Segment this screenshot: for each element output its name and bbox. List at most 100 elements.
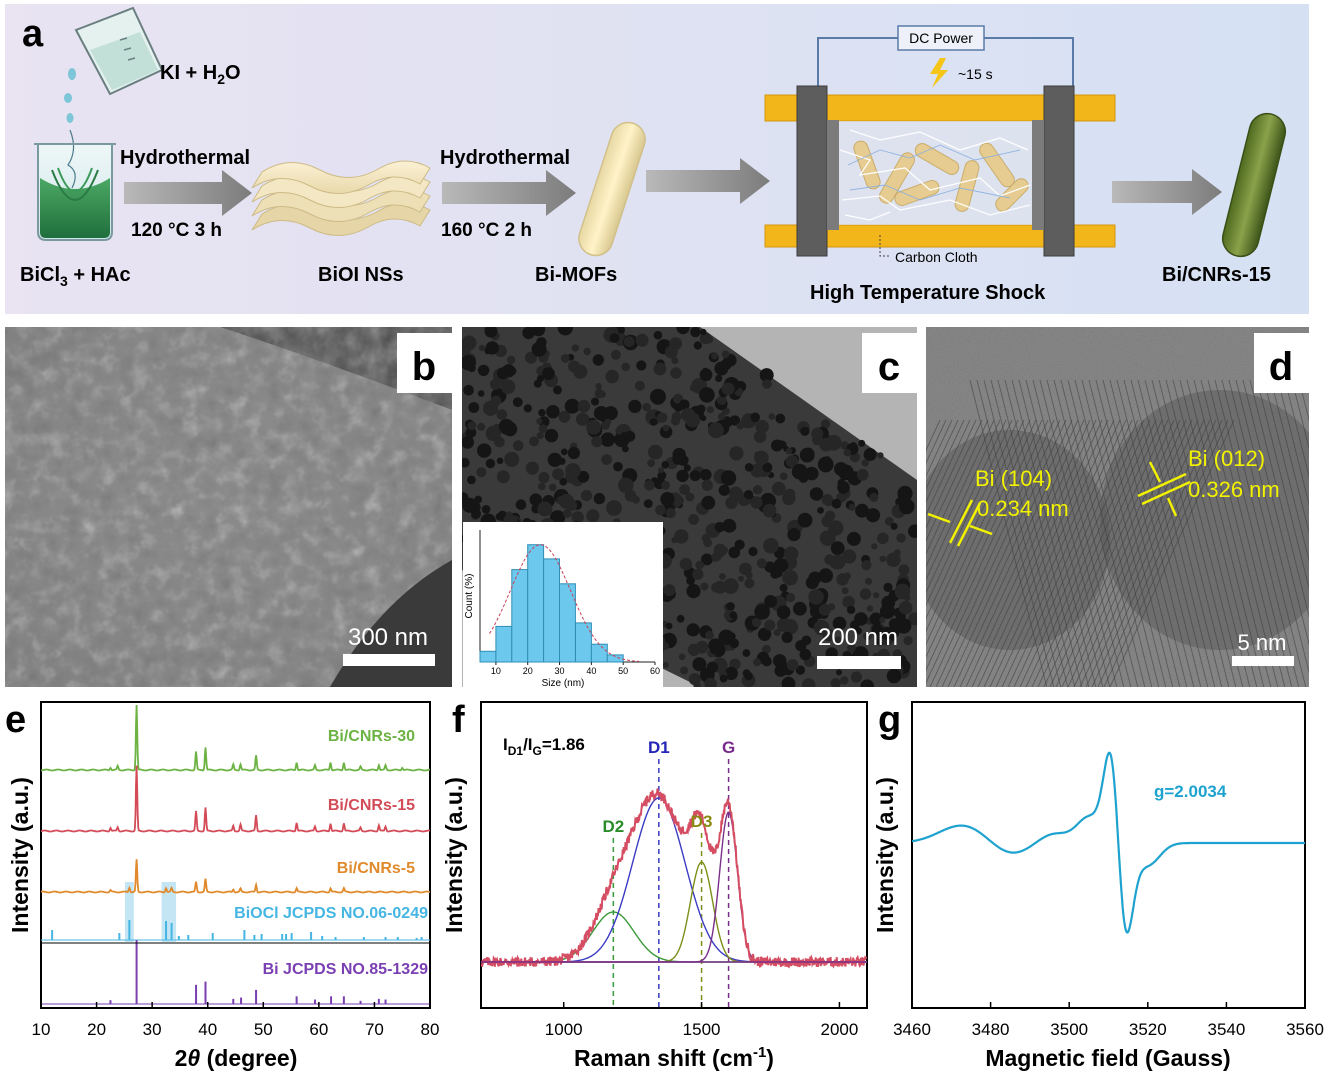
nanoparticle bbox=[817, 507, 824, 514]
fringe bbox=[1291, 379, 1309, 451]
nanoparticle bbox=[536, 418, 543, 425]
scale-bar-d-label: 5 nm bbox=[1238, 630, 1287, 655]
nanoparticle bbox=[661, 461, 669, 469]
nanoparticle bbox=[512, 397, 523, 408]
panel-f-frame bbox=[480, 701, 868, 1009]
nanoparticle bbox=[752, 485, 763, 495]
nanoparticle bbox=[704, 677, 717, 687]
nanoparticle bbox=[471, 509, 481, 519]
inset-tick-label: 30 bbox=[555, 666, 565, 676]
nanoparticle bbox=[544, 428, 559, 443]
nanoparticle bbox=[485, 458, 496, 469]
x-tick-label: 2000 bbox=[821, 1020, 859, 1039]
nanoparticle bbox=[496, 470, 510, 484]
fringe bbox=[977, 419, 1103, 687]
nanoparticle bbox=[565, 463, 581, 479]
nanoparticle bbox=[879, 555, 886, 562]
nanoparticle bbox=[764, 561, 776, 573]
nanoparticle bbox=[830, 678, 841, 687]
nanoparticle bbox=[705, 335, 714, 344]
nanoparticle bbox=[764, 595, 777, 608]
nanoparticle bbox=[848, 503, 856, 511]
inset-ticks: 10 20 30 40 50 60 bbox=[491, 662, 660, 676]
nanoparticle bbox=[523, 404, 532, 413]
panel-c-tem-image: c 200 nm 10 20 30 40 50 60 Size (nm) Count (%… bbox=[462, 327, 917, 689]
nanoparticle bbox=[725, 521, 737, 532]
nanoparticle bbox=[742, 649, 751, 657]
nanoparticle bbox=[903, 636, 913, 646]
nanoparticle bbox=[783, 546, 799, 562]
size-distribution-inset: 10 20 30 40 50 60 Size (nm) Count (%) bbox=[463, 522, 663, 689]
nanoparticle bbox=[762, 462, 773, 473]
scale-bar-c-label: 200 nm bbox=[818, 624, 898, 651]
fringe bbox=[1031, 419, 1157, 687]
panel-g-xlabel: Magnetic field (Gauss) bbox=[985, 1045, 1230, 1071]
nanoparticle bbox=[785, 592, 796, 603]
fringe bbox=[926, 419, 1025, 633]
nanoparticle bbox=[689, 470, 701, 482]
nanoparticle bbox=[665, 345, 678, 359]
fringe bbox=[990, 379, 1069, 687]
nanoparticle bbox=[753, 658, 761, 667]
fringe bbox=[995, 419, 1121, 687]
spark-lines bbox=[839, 129, 1031, 221]
nanoparticle bbox=[701, 533, 711, 543]
x-tick-label: 1500 bbox=[683, 1020, 721, 1039]
nanoparticle bbox=[701, 495, 716, 510]
fringe bbox=[1221, 379, 1300, 687]
nanoparticle bbox=[847, 643, 856, 653]
nanoparticle bbox=[879, 603, 896, 620]
nanoparticle bbox=[808, 571, 822, 585]
nanoparticle bbox=[670, 367, 682, 379]
fringe bbox=[1001, 419, 1127, 687]
fit-peak-D3 bbox=[481, 861, 867, 963]
nanoparticle bbox=[481, 505, 491, 514]
fringe bbox=[1046, 379, 1125, 687]
panel-letter-c: c bbox=[878, 345, 900, 389]
fringe bbox=[969, 379, 1048, 687]
highlight-band bbox=[124, 882, 134, 942]
nanoparticle bbox=[834, 462, 848, 476]
x-tick-label: 3460 bbox=[893, 1020, 931, 1039]
nanoparticle bbox=[775, 413, 786, 424]
peak-label-D3: D3 bbox=[691, 812, 713, 831]
nanoparticle bbox=[613, 461, 623, 472]
nanoparticle bbox=[618, 477, 634, 494]
nanoparticle bbox=[594, 388, 604, 399]
nanoparticle bbox=[662, 424, 670, 432]
nanoparticle bbox=[478, 344, 486, 352]
nanoparticle bbox=[552, 468, 564, 481]
arrow-step2-icon bbox=[442, 170, 576, 216]
scale-bar-b-label: 300 nm bbox=[348, 624, 428, 651]
panel-e-xrd-chart: e 10 20 30 40 50 60 70 80 Bi/CNRs-30Bi/CNRs-15B… bbox=[5, 699, 439, 1071]
nanoparticle bbox=[607, 434, 615, 443]
fringe bbox=[1200, 379, 1279, 687]
fringe bbox=[1018, 379, 1097, 687]
nanoparticle bbox=[674, 529, 689, 544]
nanoparticle bbox=[628, 399, 642, 413]
panel-g-frame bbox=[911, 701, 1306, 1009]
fringe bbox=[1193, 379, 1272, 687]
x-tick-label: 3480 bbox=[972, 1020, 1010, 1039]
nanoparticle bbox=[476, 467, 487, 478]
nanoparticle bbox=[686, 584, 701, 599]
nanoparticle bbox=[726, 602, 735, 611]
lattice1-spacing: 0.234 nm bbox=[977, 496, 1069, 521]
nanoparticle bbox=[696, 404, 706, 414]
nanoparticle bbox=[525, 461, 540, 475]
nanoparticle bbox=[679, 399, 690, 411]
nanoparticle bbox=[830, 554, 846, 570]
nanoparticle bbox=[762, 644, 771, 654]
fringe bbox=[1055, 419, 1181, 687]
fringe bbox=[926, 419, 953, 478]
nanoparticle bbox=[653, 362, 667, 376]
panel-f-xlabel: Raman shift (cm-1) bbox=[574, 1044, 774, 1071]
nanoparticle bbox=[714, 521, 725, 533]
nanoparticle bbox=[700, 582, 709, 591]
nanoparticle bbox=[781, 631, 793, 644]
panel-letter-d: d bbox=[1269, 345, 1293, 389]
nanoparticle bbox=[680, 666, 689, 675]
nanoparticle bbox=[850, 671, 863, 683]
nanoparticle bbox=[671, 416, 680, 426]
nanoparticle bbox=[750, 496, 763, 509]
